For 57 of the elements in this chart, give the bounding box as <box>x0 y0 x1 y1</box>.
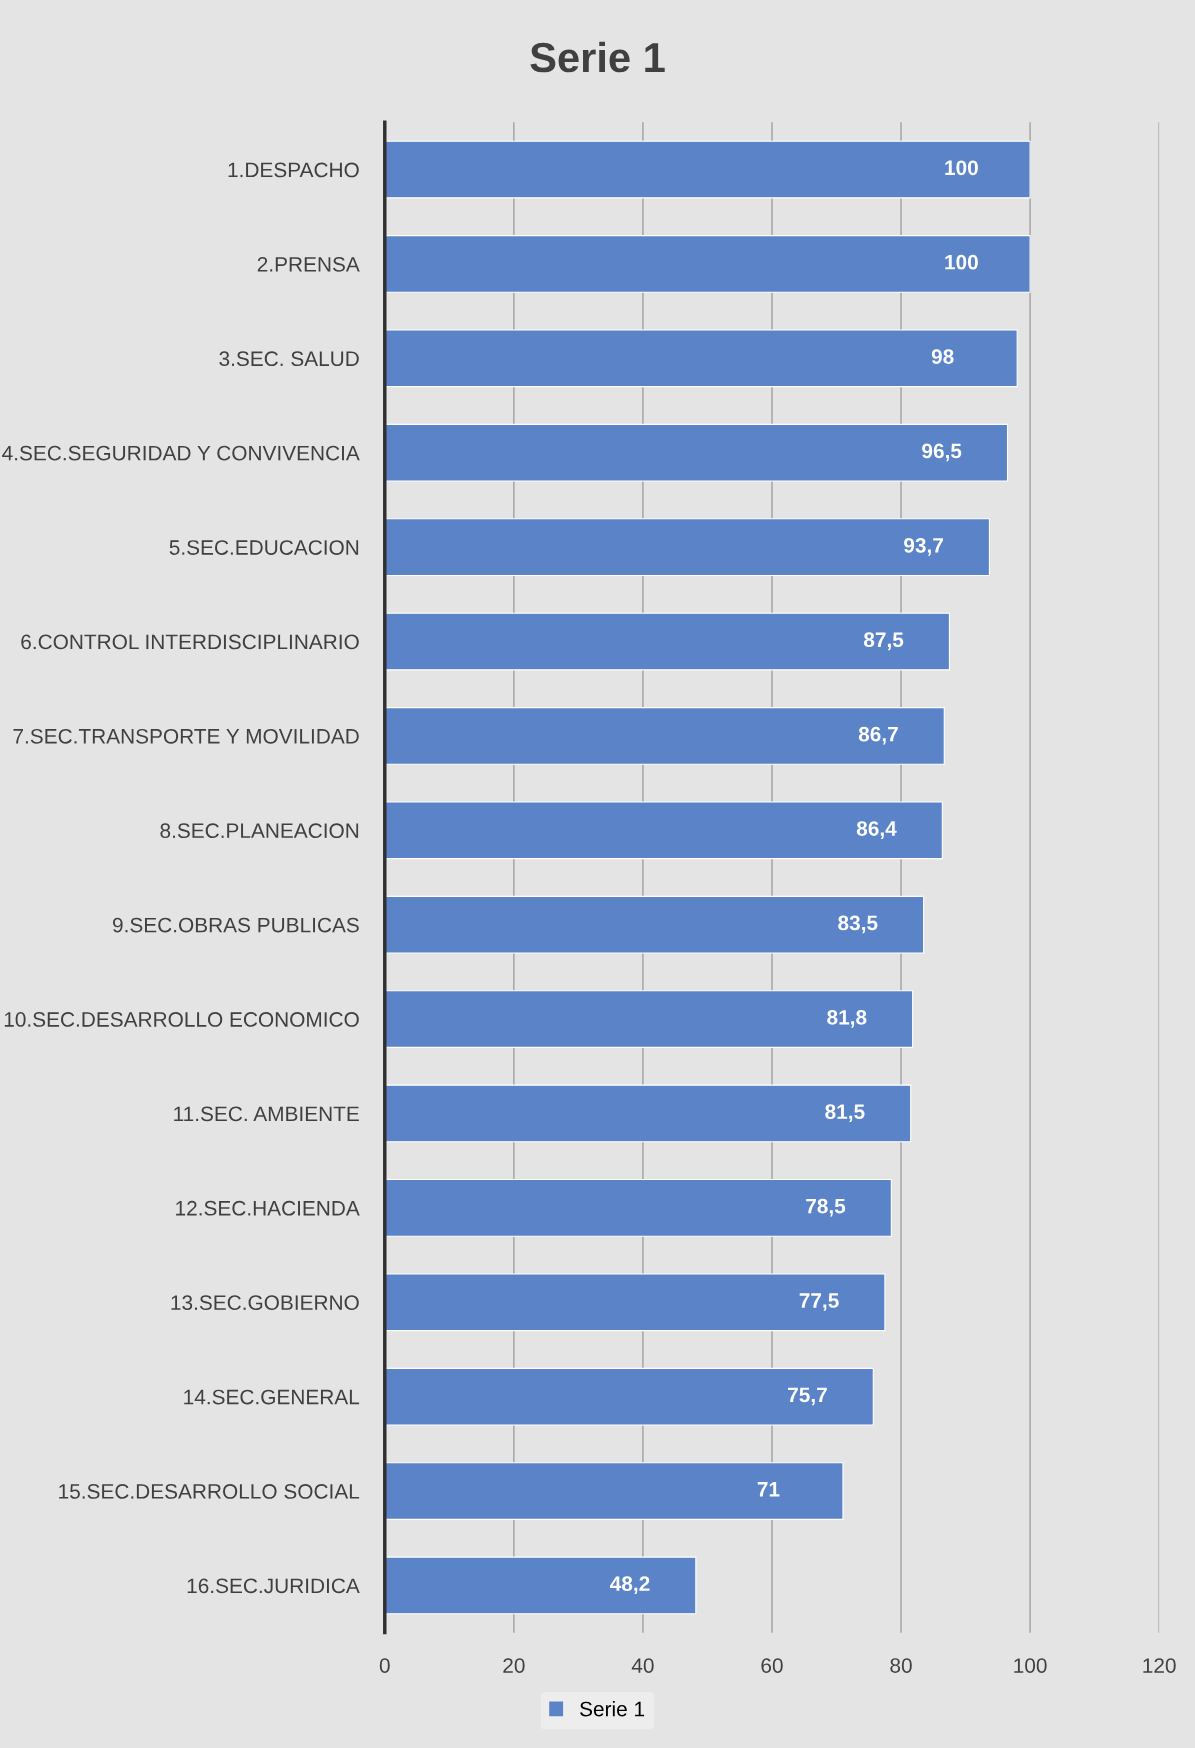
y-tick-label: 8.SEC.PLANEACION <box>160 823 359 839</box>
text: 81,5 <box>825 1104 865 1123</box>
x-tick-label: 40 <box>631 1658 654 1673</box>
y-tick-label: 14.SEC.GENERAL <box>184 1389 360 1405</box>
y-tick-label: 4.SEC.SEGURIDAD Y CONVIVENCIA <box>2 445 360 461</box>
text: 77,5 <box>799 1293 839 1311</box>
bar <box>384 895 925 954</box>
x-tick-label: 80 <box>890 1658 912 1673</box>
x-tick-label: 60 <box>761 1658 783 1673</box>
bar <box>384 1084 912 1143</box>
x-tick-label: 120 <box>1143 1658 1176 1673</box>
y-tick-label: 3.SEC. SALUD <box>219 351 359 367</box>
text: 71 <box>757 1482 780 1497</box>
text: 98 <box>931 349 954 364</box>
bar <box>384 801 943 860</box>
y-tick-label: 9.SEC.OBRAS PUBLICAS <box>112 917 359 933</box>
bar <box>384 140 1031 199</box>
y-tick-label: 7.SEC.TRANSPORTE Y MOVILIDAD <box>13 728 359 744</box>
text: 86,7 <box>858 726 898 745</box>
text: 75,7 <box>788 1387 827 1406</box>
text: 100 <box>945 254 978 270</box>
y-tick-label: 16.SEC.JURIDICA <box>187 1578 360 1594</box>
x-tick-label: 100 <box>1014 1658 1047 1673</box>
text: 100 <box>945 160 978 176</box>
text: 86,4 <box>856 821 897 839</box>
y-tick-label: 6.CONTROL INTERDISCIPLINARIO <box>21 634 359 650</box>
y-tick-label: 5.SEC.EDUCACION <box>169 540 359 555</box>
bar <box>384 518 990 576</box>
bar <box>384 1273 886 1332</box>
bar <box>384 329 1018 388</box>
bar <box>384 1178 892 1237</box>
text: 93,7 <box>904 537 943 556</box>
legend-label: Serie 1 <box>580 1701 645 1717</box>
bar <box>384 1367 874 1426</box>
y-tick-label: 1.DESPACHO <box>228 162 359 178</box>
x-tick-label: 0 <box>379 1658 390 1673</box>
bar <box>384 707 945 765</box>
text: 78,5 <box>806 1198 846 1217</box>
bar <box>384 612 950 671</box>
bar <box>384 235 1031 293</box>
bar <box>384 423 1009 482</box>
y-tick-label: 13.SEC.GOBIERNO <box>171 1295 359 1311</box>
text: 96,5 <box>922 443 962 462</box>
bar <box>384 990 914 1048</box>
text: 81,8 <box>827 1009 867 1028</box>
y-tick-label: 2.PRENSA <box>257 256 360 272</box>
y-tick-label: 10.SEC.DESARROLLO ECONOMICO <box>4 1012 359 1027</box>
text: 48,2 <box>610 1576 650 1595</box>
bar <box>384 1462 844 1520</box>
y-tick-label: 15.SEC.DESARROLLO SOCIAL <box>59 1484 360 1499</box>
text: 87,5 <box>863 632 904 651</box>
chart-title: Serie 1 <box>530 41 665 73</box>
x-tick-label: 20 <box>503 1658 525 1673</box>
text: 83,5 <box>838 915 878 934</box>
bar <box>384 1556 697 1615</box>
y-tick-label: 12.SEC.HACIENDA <box>176 1200 360 1216</box>
y-tick-label: 11.SEC. AMBIENTE <box>174 1106 359 1122</box>
